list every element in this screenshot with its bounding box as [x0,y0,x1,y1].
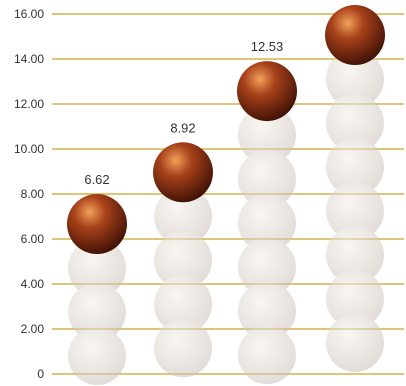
value-sphere [67,194,127,255]
ghost-sphere [326,270,384,329]
value-sphere [153,142,213,203]
y-tick-label: 12.00 [14,97,44,111]
ghost-sphere [154,275,212,334]
y-tick-label: 2.00 [21,322,45,336]
value-sphere [325,5,385,66]
y-tick-label: 8.00 [21,187,45,201]
ghost-sphere [326,50,384,109]
ghost-sphere [326,94,384,153]
data-label: 6.62 [84,172,109,187]
y-tick-label: 6.00 [21,232,45,246]
ghost-sphere [154,319,212,378]
y-tick-label: 14.00 [14,52,44,66]
ghost-sphere [238,282,296,341]
ghost-sphere [238,238,296,297]
data-label: 12.53 [251,39,284,54]
y-tick-label: 10.00 [14,142,44,156]
value-spheres [67,5,385,255]
y-tick-label: 4.00 [21,277,45,291]
ghost-sphere [326,226,384,285]
labels: 0 2.00 4.00 6.00 8.00 10.00 12.00 14.00 16.00 6.6… [14,7,284,381]
value-sphere [237,61,297,122]
ghost-sphere [238,150,296,209]
ghost-sphere [326,138,384,197]
ghost-sphere [154,187,212,246]
ghost-sphere [68,239,126,298]
ghost-sphere [68,327,126,386]
y-tick-label: 16.00 [14,7,44,21]
ghost-sphere [238,194,296,253]
ghost-spheres [68,50,384,386]
ghost-sphere [68,283,126,342]
data-label: 8.92 [170,120,195,135]
y-tick-label: 0 [37,367,44,381]
ghost-sphere [238,106,296,165]
ghost-sphere [326,314,384,373]
ghost-sphere [238,326,296,385]
ghost-sphere [154,231,212,290]
ghost-sphere [326,182,384,241]
